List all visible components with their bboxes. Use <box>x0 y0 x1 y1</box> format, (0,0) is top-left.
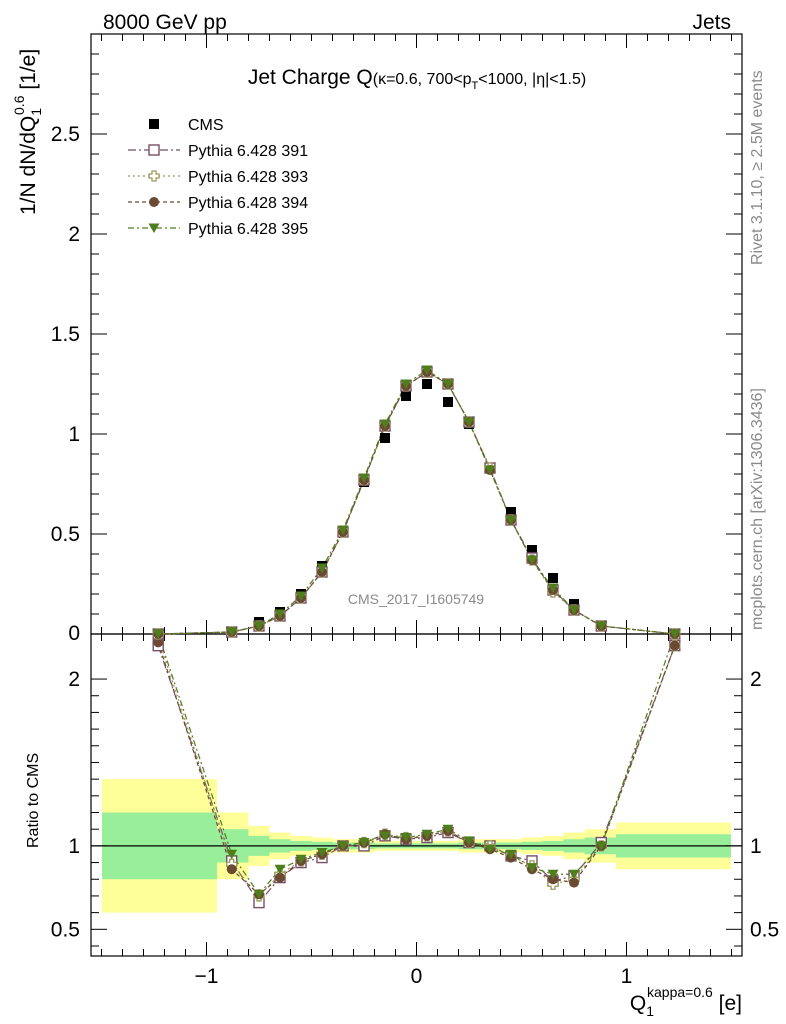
tick-labels: −1 0 1 0.5 1 1.5 2 2.5 0 0.5 0.5 1 1 2 2 <box>51 123 779 988</box>
y-axis-label: 1/N dN/dQ10.6 [1/e] <box>11 49 44 215</box>
ratio-plot <box>152 629 681 909</box>
ratio-point <box>153 637 164 648</box>
ratio-y-axis-label: Ratio to CMS <box>25 753 42 848</box>
ratio-point <box>316 848 328 858</box>
y-tick-label: 1 <box>68 423 80 446</box>
ratio-y-tick-label: 2 <box>68 668 80 691</box>
ratio-point <box>421 829 433 840</box>
process-label: Jets <box>692 11 731 34</box>
mcplots-label: mcplots.cern.ch [arXiv:1306.3436] <box>749 388 766 630</box>
data-point <box>358 473 370 483</box>
data-point <box>379 419 391 429</box>
data-point <box>380 433 390 443</box>
ratio-point <box>400 833 412 843</box>
y-tick-label: 2 <box>68 223 80 246</box>
main-plot <box>152 365 681 640</box>
ratio-y-tick-label: 0.5 <box>51 918 80 941</box>
ratio-point <box>484 844 496 855</box>
x-axis-label: Q1kappa=0.6 [e] <box>630 984 742 1019</box>
ratio-point <box>226 849 238 860</box>
ratio-series-line <box>157 642 676 896</box>
energy-label: 8000 GeV pp <box>103 11 227 34</box>
data-point <box>568 605 580 615</box>
ratio-point <box>275 872 285 883</box>
ratio-series-line <box>157 637 676 897</box>
legend-entry: Pythia 6.428 391 <box>188 143 308 160</box>
ratio-point <box>548 874 558 885</box>
data-point <box>421 365 433 375</box>
ratio-point <box>547 869 559 880</box>
data-point <box>569 599 579 609</box>
data-point <box>253 621 265 631</box>
uncertainty-bands <box>91 779 742 913</box>
x-tick-label: 1 <box>621 965 633 988</box>
legend-marker <box>148 144 160 156</box>
ratio-point <box>463 836 475 846</box>
legend-marker <box>148 170 160 182</box>
data-point <box>316 563 328 573</box>
axis-ticks <box>91 34 742 956</box>
data-point <box>443 397 453 407</box>
y-tick-label: 1.5 <box>51 323 80 346</box>
data-point <box>463 417 475 427</box>
x-tick-label: −1 <box>195 965 219 988</box>
legend: CMS Pythia 6.428 391 Pythia 6.428 393 Pythi… <box>128 117 308 238</box>
y-tick-label-zero: 0 <box>68 622 80 645</box>
legend-entry: Pythia 6.428 393 <box>188 169 308 186</box>
data-point <box>422 379 432 389</box>
ratio-point <box>379 831 391 841</box>
ratio-y-tick-label-right: 1 <box>750 835 762 858</box>
ratio-y-tick-label-right: 0.5 <box>750 918 779 941</box>
ratio-point <box>253 889 265 900</box>
ratio-point <box>505 849 517 860</box>
ratio-point <box>442 824 454 835</box>
ratio-point <box>226 864 237 875</box>
ratio-point <box>358 838 370 848</box>
legend-marker <box>148 223 160 233</box>
data-point <box>226 627 238 637</box>
plot-title: Jet Charge Q(κ=0.6, 700<pT<1000, |η|<1.5… <box>248 66 586 92</box>
ratio-point <box>295 854 307 865</box>
x-tick-label: 0 <box>411 965 423 988</box>
ratio-point <box>526 863 538 873</box>
y-tick-label: 0.5 <box>51 523 80 546</box>
ratio-point <box>669 640 680 651</box>
data-point <box>484 465 496 475</box>
ratio-point <box>337 841 349 851</box>
legend-entry: Pythia 6.428 394 <box>188 195 308 212</box>
ratio-point <box>568 869 580 880</box>
data-point <box>527 545 537 555</box>
data-point <box>505 515 517 525</box>
data-point <box>295 591 307 601</box>
ratio-point <box>274 864 286 875</box>
data-point <box>548 573 558 583</box>
ratio-point <box>569 877 579 888</box>
data-point <box>547 583 559 593</box>
data-point <box>152 629 164 639</box>
data-point <box>400 379 412 389</box>
legend-marker <box>149 197 159 207</box>
data-point <box>595 621 607 631</box>
ratio-y-tick-label-right: 2 <box>750 668 762 691</box>
legend-marker <box>149 119 159 129</box>
ratio-point <box>595 841 607 851</box>
y-tick-label: 2.5 <box>51 123 80 146</box>
rivet-label: Rivet 3.1.10, ≥ 2.5M events <box>749 70 766 265</box>
analysis-watermark: CMS_2017_I1605749 <box>348 591 484 607</box>
data-point <box>274 609 286 619</box>
data-point <box>506 507 516 517</box>
data-point <box>442 379 454 389</box>
data-point <box>401 391 411 401</box>
legend-entry: CMS <box>188 117 224 134</box>
ratio-y-tick-label: 1 <box>68 835 80 858</box>
data-point <box>337 525 349 535</box>
data-point <box>669 629 681 639</box>
data-point <box>526 555 538 565</box>
legend-entry: Pythia 6.428 395 <box>188 221 308 238</box>
